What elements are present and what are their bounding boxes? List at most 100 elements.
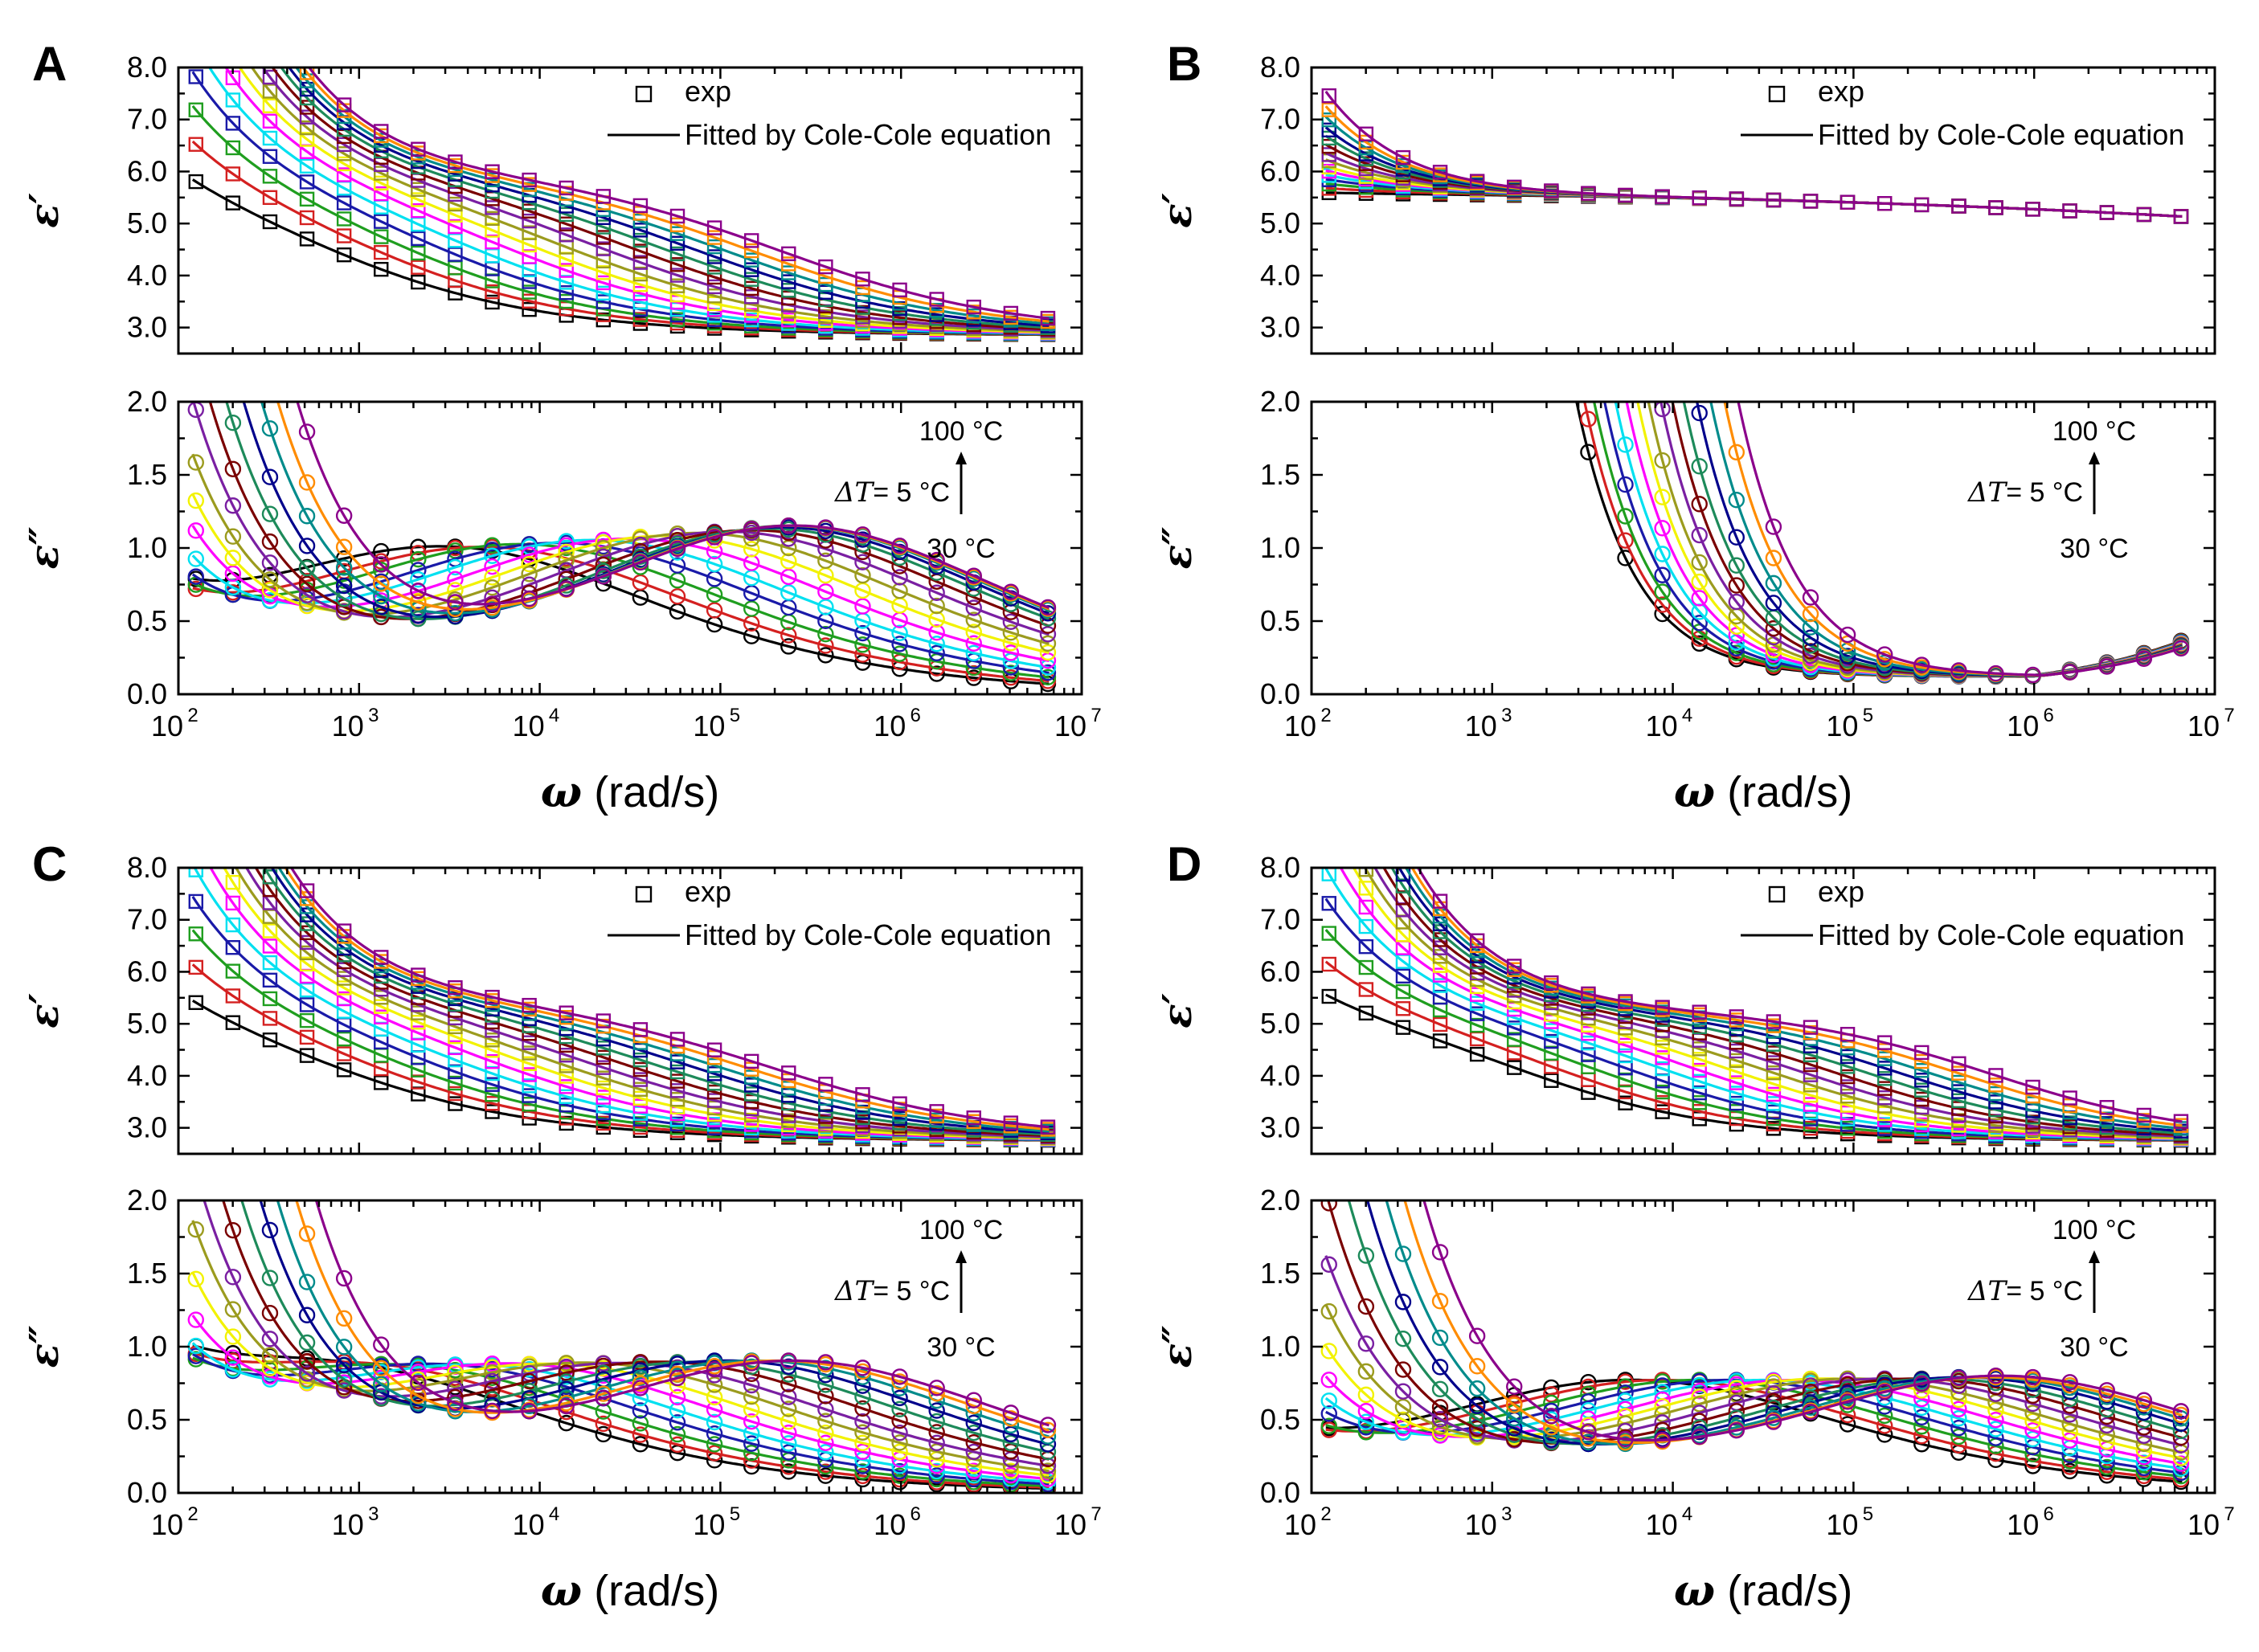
exp-point-circle <box>1691 526 1708 544</box>
exp-point-circle <box>669 1436 686 1454</box>
exp-point-circle <box>1394 1330 1412 1347</box>
exp-point-circle <box>298 1352 316 1370</box>
exp-point-square <box>336 980 352 996</box>
exp-point-square <box>1914 1082 1930 1098</box>
exp-point-square <box>595 1080 612 1096</box>
exp-point-circle <box>1728 444 1745 461</box>
y-tick-label: 7.0 <box>1260 103 1300 136</box>
exp-point-circle <box>1654 1373 1671 1390</box>
exp-point-circle <box>1728 1421 1745 1439</box>
eps-prime-series <box>1321 88 2189 224</box>
exp-point-square <box>262 1032 278 1048</box>
exp-point-circle <box>1765 575 1782 592</box>
exp-point-square <box>1803 194 1819 209</box>
exp-point-square <box>1432 958 1448 973</box>
exp-point-circle <box>1765 595 1782 611</box>
exp-point-square <box>595 1049 612 1065</box>
exp-point-circle <box>669 1369 686 1387</box>
exp-point-circle <box>854 1368 871 1385</box>
exp-point-circle <box>965 611 982 628</box>
exp-point-square <box>299 1048 315 1063</box>
exp-point-square <box>559 293 574 309</box>
exp-point-circle <box>928 1462 945 1480</box>
exp-point-square <box>374 1075 389 1090</box>
exp-point-square <box>188 174 203 190</box>
exp-point-circle <box>817 1401 834 1418</box>
exp-point-circle <box>891 569 908 586</box>
exp-point-circle <box>891 645 908 662</box>
exp-point-square <box>1432 967 1448 983</box>
exp-point-square <box>485 1077 500 1092</box>
exp-point-square <box>1507 959 1522 974</box>
exp-point-circle <box>1691 404 1708 422</box>
exp-point-square <box>1618 1095 1633 1110</box>
exp-point-circle <box>1394 1398 1412 1416</box>
exp-point-circle <box>1002 1410 1020 1427</box>
exp-point-circle <box>928 636 945 652</box>
exp-point-circle <box>521 566 538 583</box>
exp-point-circle <box>1468 1358 1486 1375</box>
exp-point-circle <box>2172 1450 2190 1466</box>
exp-point-circle <box>928 551 945 569</box>
exp-point-circle <box>410 1388 427 1405</box>
y-tick-label: 0.0 <box>127 1476 167 1509</box>
exp-point-square <box>818 284 833 301</box>
exp-point-square <box>522 997 537 1013</box>
exp-point-circle <box>1876 1417 1893 1434</box>
exp-point-circle <box>743 1355 760 1372</box>
exp-point-square <box>632 1082 649 1097</box>
x-tick-label: 10 <box>693 1508 725 1541</box>
exp-point-circle <box>1654 1421 1671 1439</box>
exp-point-square <box>632 243 649 259</box>
exp-point-square <box>559 263 574 278</box>
x-tick-label: 10 <box>2187 709 2220 742</box>
exp-point-circle <box>1039 1466 1057 1484</box>
exp-point-circle <box>928 1434 945 1452</box>
exp-point-circle <box>187 550 204 567</box>
exp-point-square <box>374 229 389 244</box>
exp-point-circle <box>1691 1428 1708 1446</box>
x-tick-exponent: 3 <box>368 705 379 726</box>
exp-point-circle <box>558 1397 575 1415</box>
exp-point-circle <box>1654 520 1671 537</box>
exp-point-square <box>1876 1043 1893 1058</box>
exp-point-square <box>1914 1091 1930 1107</box>
exp-point-square <box>374 950 389 965</box>
x-tick-label: 10 <box>1826 709 1858 742</box>
x-tick-exponent: 2 <box>187 705 198 726</box>
exp-point-square <box>485 989 500 1005</box>
exp-point-square <box>1803 1067 1819 1082</box>
exp-point-circle <box>410 1374 427 1392</box>
panel-letter: D <box>1167 837 1201 891</box>
x-tick-exponent: 2 <box>187 1503 198 1525</box>
exp-point-square <box>522 213 537 229</box>
exp-point-circle <box>854 1467 871 1485</box>
exp-point-square <box>559 206 574 223</box>
exp-point-square <box>448 1028 463 1045</box>
delta-value: = 5 °C <box>2006 1276 2083 1306</box>
exp-point-circle <box>928 1402 945 1419</box>
exp-point-square <box>448 979 463 996</box>
exp-point-square <box>448 1075 463 1091</box>
panel-letter: A <box>32 37 67 91</box>
exp-point-circle <box>224 1269 242 1286</box>
x-tick-exponent: 2 <box>1320 1503 1331 1525</box>
exp-point-square <box>1655 1094 1670 1110</box>
exp-point-square <box>1003 1115 1019 1131</box>
exp-point-circle <box>632 1415 649 1432</box>
exp-point-circle <box>854 1443 871 1461</box>
exp-point-square <box>2136 206 2152 223</box>
x-tick-exponent: 4 <box>549 705 559 726</box>
exp-point-square <box>262 113 278 129</box>
exp-point-square <box>262 98 278 113</box>
exp-point-square <box>1507 1060 1522 1075</box>
x-tick-label: 10 <box>332 709 364 742</box>
x-axis-label: ω (rad/s) <box>541 1564 719 1616</box>
y-tick-label: 2.0 <box>1260 385 1300 418</box>
y-tick-label: 0.5 <box>127 1403 167 1436</box>
exp-point-square <box>262 923 278 938</box>
exp-point-circle <box>891 538 908 554</box>
exp-point-square <box>188 137 203 152</box>
exp-point-circle <box>817 552 834 570</box>
fit-line-eps-prime <box>1324 960 2183 1142</box>
